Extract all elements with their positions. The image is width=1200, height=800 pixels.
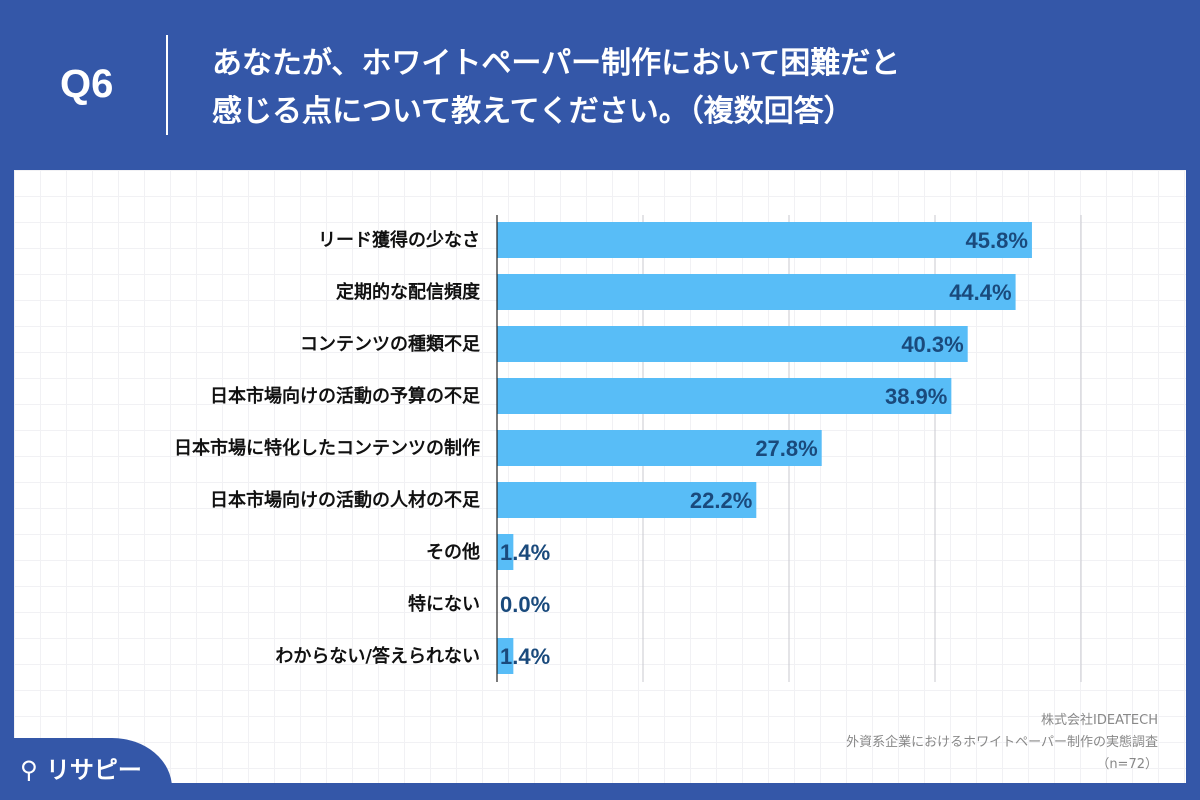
header-divider bbox=[166, 35, 168, 135]
source-note: 株式会社IDEATECH 外資系企業におけるホワイトペーパー制作の実態調査 （n… bbox=[846, 710, 1158, 776]
sample-size: （n=72） bbox=[1096, 757, 1158, 772]
value-label: 44.4% bbox=[949, 280, 1011, 305]
bar bbox=[497, 378, 952, 414]
bar bbox=[497, 638, 514, 674]
bar bbox=[497, 222, 1032, 258]
bar bbox=[497, 534, 514, 570]
value-label: 38.9% bbox=[885, 384, 947, 409]
title-line-2: 感じる点について教えてください。（複数回答） bbox=[212, 94, 854, 129]
logo-tab bbox=[0, 738, 172, 800]
category-label: 日本市場に特化したコンテンツの制作 bbox=[174, 437, 480, 459]
category-label: わからない/答えられない bbox=[275, 645, 480, 667]
category-label: 定期的な配信頻度 bbox=[336, 281, 481, 303]
bar bbox=[497, 430, 822, 466]
pin-icon: ⚲ bbox=[20, 756, 38, 784]
value-label: 27.8% bbox=[755, 436, 817, 461]
value-label: 45.8% bbox=[966, 228, 1028, 253]
question-title: あなたが、ホワイトペーパー制作において困難だと 感じる点について教えてください。… bbox=[212, 40, 1172, 136]
category-label: 日本市場向けの活動の人材の不足 bbox=[210, 489, 480, 511]
chart-panel bbox=[14, 170, 1186, 783]
bar bbox=[497, 274, 1016, 310]
bar bbox=[497, 326, 968, 362]
value-label: 40.3% bbox=[901, 332, 963, 357]
title-line-1: あなたが、ホワイトペーパー制作において困難だと bbox=[212, 46, 901, 81]
value-label: 1.4% bbox=[500, 644, 550, 669]
source-company: 株式会社IDEATECH bbox=[1041, 713, 1158, 728]
category-label: その他 bbox=[426, 541, 480, 563]
value-label: 1.4% bbox=[500, 540, 550, 565]
value-label: 0.0% bbox=[500, 592, 550, 617]
logo-text: リサピー bbox=[45, 756, 142, 784]
category-label: リード獲得の少なさ bbox=[318, 229, 480, 251]
bar bbox=[497, 482, 757, 518]
logo: ⚲ リサピー bbox=[20, 750, 142, 785]
category-label: コンテンツの種類不足 bbox=[300, 333, 480, 355]
source-survey: 外資系企業におけるホワイトペーパー制作の実態調査 bbox=[846, 735, 1158, 750]
category-label: 特にない bbox=[408, 593, 480, 615]
value-label: 22.2% bbox=[690, 488, 752, 513]
category-label: 日本市場向けの活動の予算の不足 bbox=[210, 385, 480, 407]
question-number: Q6 bbox=[60, 62, 114, 106]
